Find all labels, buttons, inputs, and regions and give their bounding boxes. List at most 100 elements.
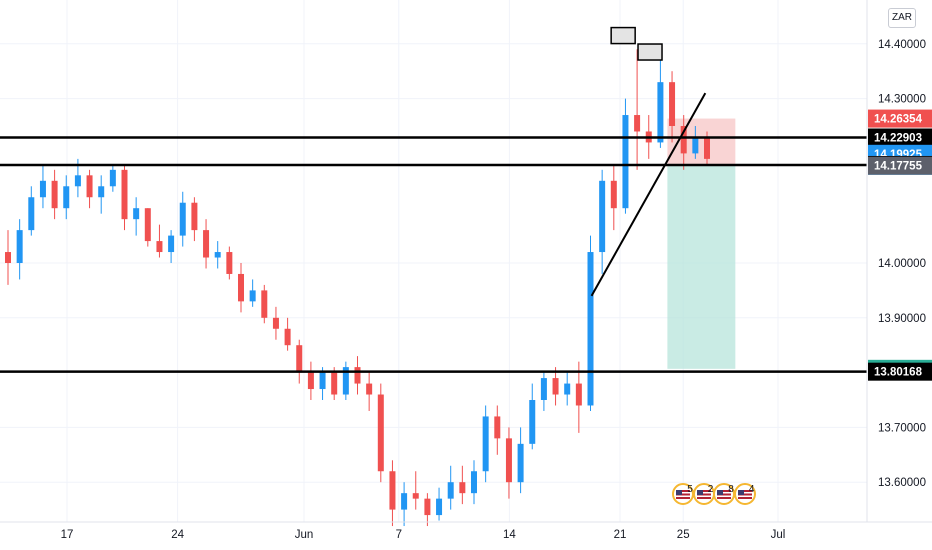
candle-body xyxy=(28,197,35,231)
price-label-box xyxy=(868,109,932,128)
time-tick-label: Jun xyxy=(295,529,314,541)
candle-body xyxy=(680,126,687,154)
short-position-tool[interactable] xyxy=(667,118,736,369)
top-marker-box[interactable] xyxy=(610,26,636,45)
candle-body xyxy=(156,241,163,253)
candle-body xyxy=(63,186,70,209)
candle-body xyxy=(436,498,443,516)
event-count: 4 xyxy=(748,484,755,495)
candle-body xyxy=(366,383,373,395)
candle-body xyxy=(331,372,338,395)
candle-body xyxy=(401,493,408,510)
time-tick-label: 25 xyxy=(677,529,690,541)
candle-body xyxy=(517,443,524,483)
time-tick-label: Jul xyxy=(771,529,786,541)
time-tick-label: 21 xyxy=(614,529,627,541)
candle-body xyxy=(564,383,571,395)
take-profit-zone[interactable] xyxy=(667,164,736,369)
price-axis[interactable]: 14.40000 14.30000 14.00000 13.90000 13.70000… xyxy=(878,39,926,489)
candle-body xyxy=(622,115,629,209)
candle-body xyxy=(494,416,501,439)
trendline[interactable] xyxy=(590,92,707,297)
currency-badge[interactable]: ZAR xyxy=(888,8,916,28)
us-flag-icon xyxy=(696,489,711,499)
candle-body xyxy=(51,180,58,209)
candle-body xyxy=(179,202,186,236)
top-markers[interactable] xyxy=(610,26,663,61)
time-tick-label: 7 xyxy=(396,529,402,541)
event-count: 2 xyxy=(707,484,714,495)
candle-body xyxy=(552,378,559,395)
candle-body xyxy=(634,115,641,132)
candle-body xyxy=(121,169,128,220)
candle-body xyxy=(296,345,303,373)
candle-body xyxy=(505,438,512,483)
candle-body xyxy=(447,482,454,499)
candle-body xyxy=(669,82,676,126)
trendline-segment[interactable] xyxy=(590,92,707,297)
candle-body xyxy=(377,394,384,472)
candle-body xyxy=(261,290,268,318)
candle-body xyxy=(704,136,710,159)
candle-body xyxy=(74,175,81,187)
candle-body xyxy=(529,400,536,444)
price-label-text: 14.17755 xyxy=(874,161,923,173)
candle-body xyxy=(389,471,396,510)
candle-body xyxy=(238,273,244,302)
price-tick-label: 13.60000 xyxy=(878,477,926,489)
candle-body xyxy=(471,471,477,494)
candle-body xyxy=(599,180,606,253)
candle-body xyxy=(307,372,314,390)
candle-body xyxy=(98,186,105,198)
time-tick-label: 14 xyxy=(503,529,516,541)
price-tick-label: 14.00000 xyxy=(878,258,926,270)
candle-body xyxy=(342,367,349,395)
price-label-box xyxy=(868,156,932,175)
candle-body xyxy=(249,290,256,302)
candle-body xyxy=(39,180,46,198)
price-label-box xyxy=(868,362,932,381)
candle-body xyxy=(657,82,664,143)
event-count: 5 xyxy=(687,484,693,495)
candle-body xyxy=(540,378,547,400)
time-tick-label: 17 xyxy=(61,529,74,541)
candle-body xyxy=(692,136,699,154)
time-axis[interactable]: 17 24 Jun 7 14 21 25 Jul xyxy=(61,529,786,541)
candle-body xyxy=(191,202,198,231)
us-flag-icon xyxy=(676,489,691,499)
price-label-text: 14.22903 xyxy=(874,132,922,144)
candle-body xyxy=(16,230,23,263)
candle-body xyxy=(424,498,431,516)
price-axis-labels: 14.2635414.2290314.1992502:36:0314.17888… xyxy=(868,109,932,381)
event-count: 8 xyxy=(728,484,734,495)
us-flag-icon xyxy=(737,489,752,499)
candle-body xyxy=(86,175,93,198)
candle-body xyxy=(203,230,210,258)
candle-body xyxy=(482,416,489,472)
time-tick-label: 24 xyxy=(171,529,184,541)
candle-body xyxy=(587,252,594,406)
candle-body xyxy=(168,235,175,253)
candle-body xyxy=(459,482,466,494)
price-tick-label: 13.90000 xyxy=(878,313,926,325)
candle-body xyxy=(319,372,326,390)
horizontal-lines[interactable] xyxy=(0,136,867,373)
price-label-box xyxy=(868,128,932,147)
candle-body xyxy=(109,169,116,187)
grid xyxy=(0,0,867,522)
candle-body xyxy=(284,328,291,346)
us-event-icon[interactable] xyxy=(713,483,736,505)
price-tick-label: 14.40000 xyxy=(878,39,926,51)
candle-body xyxy=(354,367,361,384)
top-marker-box[interactable] xyxy=(637,43,663,61)
candle-body xyxy=(226,252,233,274)
candle-body xyxy=(144,208,151,242)
candlestick-series xyxy=(5,49,710,527)
candle-body xyxy=(575,383,582,406)
price-tick-label: 14.30000 xyxy=(878,94,926,106)
us-event-icon[interactable] xyxy=(733,483,756,505)
candle-body xyxy=(133,208,140,220)
candle-body xyxy=(412,493,419,499)
price-label-text: 13.80168 xyxy=(874,367,923,379)
